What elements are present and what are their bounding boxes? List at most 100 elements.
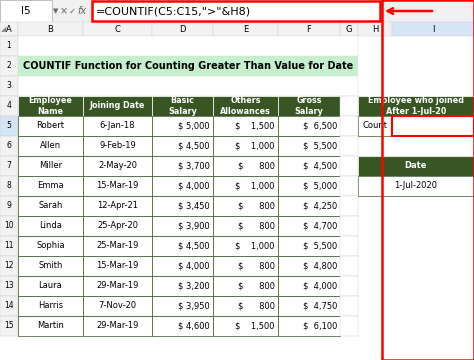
Text: $    1,000: $ 1,000 (236, 242, 275, 251)
Bar (0, 76, 18, 96)
Bar (18, 236, 83, 256)
Bar (18, 316, 83, 336)
Text: Basic
Salary: Basic Salary (168, 96, 197, 116)
Text: $ 4,500: $ 4,500 (178, 141, 210, 150)
Bar (278, 176, 340, 196)
Text: $    1,500: $ 1,500 (236, 321, 275, 330)
Bar (213, 96, 278, 116)
Bar (83, 136, 152, 156)
Bar (83, 296, 152, 316)
Bar (340, 22, 358, 36)
Bar (18, 296, 83, 316)
Bar (0, 0, 52, 22)
Bar (0, 296, 18, 316)
Bar (18, 276, 83, 296)
Bar (278, 276, 340, 296)
Bar (83, 236, 152, 256)
Text: Laura: Laura (38, 282, 63, 291)
Text: Gross
Salary: Gross Salary (294, 96, 323, 116)
Text: 12: 12 (4, 261, 14, 270)
Bar (358, 22, 392, 36)
Bar (278, 22, 340, 36)
Bar (18, 256, 83, 276)
Bar (213, 156, 278, 176)
Bar (340, 116, 358, 136)
Bar (152, 216, 213, 236)
Bar (213, 276, 278, 296)
Bar (213, 236, 278, 256)
Bar (18, 176, 83, 196)
Bar (83, 96, 152, 116)
Text: =COUNTIF(C5:C15,">"&H8): =COUNTIF(C5:C15,">"&H8) (96, 6, 251, 16)
Bar (18, 136, 83, 156)
Text: 13: 13 (4, 282, 14, 291)
Text: 8: 8 (7, 181, 11, 190)
Text: $      800: $ 800 (238, 202, 275, 211)
Bar (0, 216, 18, 236)
Bar (340, 196, 358, 216)
Bar (152, 156, 213, 176)
Text: 9-Feb-19: 9-Feb-19 (99, 141, 136, 150)
Bar (0, 236, 18, 256)
Bar (340, 256, 358, 276)
Bar (0, 96, 18, 116)
Bar (152, 22, 213, 36)
Bar (152, 316, 213, 336)
Bar (278, 116, 340, 136)
Text: ▼: ▼ (53, 8, 59, 14)
Bar (213, 256, 278, 276)
Bar (83, 156, 152, 176)
Text: 15-Mar-19: 15-Mar-19 (96, 181, 139, 190)
Bar (83, 116, 152, 136)
Text: 11: 11 (4, 242, 14, 251)
Text: A: A (6, 24, 12, 33)
Bar (358, 96, 474, 116)
Bar (0, 136, 18, 156)
Bar (152, 256, 213, 276)
Text: COUNTIF Function for Counting Greater Than Value for Date: COUNTIF Function for Counting Greater Th… (23, 61, 353, 71)
Bar (83, 256, 152, 276)
Bar (340, 216, 358, 236)
Bar (152, 296, 213, 316)
Text: Emma: Emma (37, 181, 64, 190)
Bar (278, 156, 340, 176)
Text: 12-Apr-21: 12-Apr-21 (97, 202, 138, 211)
Bar (392, 116, 474, 136)
Text: Robert: Robert (36, 122, 64, 130)
Bar (358, 116, 392, 136)
Text: 1: 1 (7, 41, 11, 50)
Bar (18, 96, 83, 116)
Text: $ 3,200: $ 3,200 (178, 282, 210, 291)
Text: H: H (372, 24, 378, 33)
Text: $  4,000: $ 4,000 (303, 282, 337, 291)
Bar (18, 196, 83, 216)
Bar (340, 156, 358, 176)
Text: 5: 5 (7, 122, 11, 130)
Text: 10: 10 (4, 221, 14, 230)
Text: $  4,500: $ 4,500 (303, 162, 337, 171)
Text: $ 3,900: $ 3,900 (178, 221, 210, 230)
Text: 3: 3 (7, 81, 11, 90)
Text: Sarah: Sarah (38, 202, 63, 211)
Bar (278, 316, 340, 336)
Text: $ 4,000: $ 4,000 (178, 261, 210, 270)
Bar (152, 196, 213, 216)
Bar (340, 176, 358, 196)
Text: Others
Allowances: Others Allowances (220, 96, 271, 116)
Text: 29-Mar-19: 29-Mar-19 (96, 321, 139, 330)
Text: 6-Jan-18: 6-Jan-18 (100, 122, 135, 130)
Bar (278, 256, 340, 276)
Text: $    1,500: $ 1,500 (236, 122, 275, 130)
Bar (83, 276, 152, 296)
Text: $  5,500: $ 5,500 (303, 141, 337, 150)
Bar (0, 196, 18, 216)
Bar (152, 276, 213, 296)
Text: ×: × (60, 6, 68, 16)
Text: $  5,500: $ 5,500 (303, 242, 337, 251)
Bar (340, 316, 358, 336)
Text: 15: 15 (4, 321, 14, 330)
Text: $      800: $ 800 (238, 282, 275, 291)
Text: Linda: Linda (39, 221, 62, 230)
Text: 25-Apr-20: 25-Apr-20 (97, 221, 138, 230)
Bar (152, 176, 213, 196)
